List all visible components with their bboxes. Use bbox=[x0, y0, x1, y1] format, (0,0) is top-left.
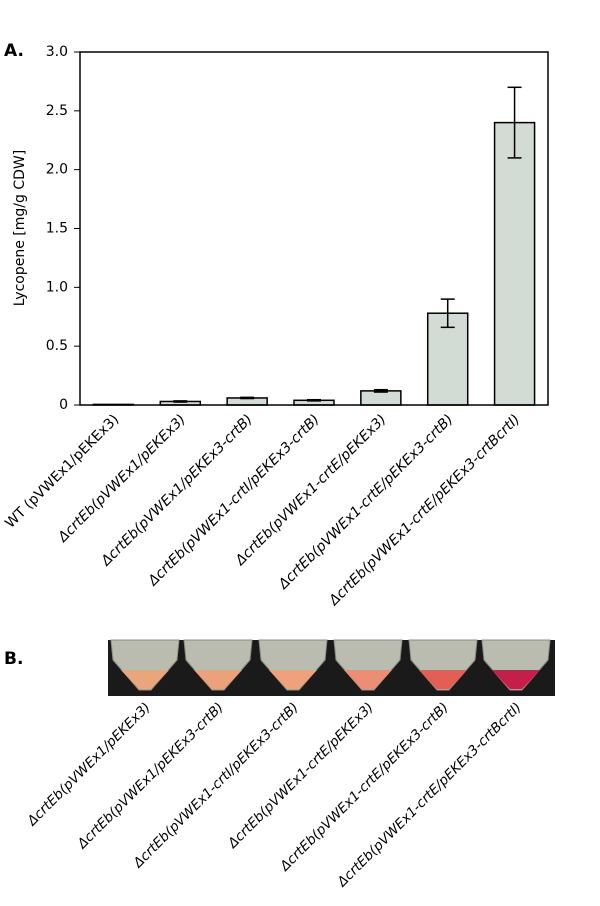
tube bbox=[333, 639, 403, 691]
y-tick-label: 3.0 bbox=[46, 44, 68, 60]
panel-label: B. bbox=[4, 649, 23, 669]
bar bbox=[493, 121, 536, 406]
panel-label: A. bbox=[4, 41, 24, 61]
tube bbox=[110, 639, 180, 691]
y-tick-label: 0.5 bbox=[46, 338, 68, 354]
y-tick-label: 2.5 bbox=[46, 103, 68, 119]
tube-liquid bbox=[492, 670, 540, 689]
photo-label: ΔcrtEb(pVWEx1-crtE/pEKEx3) bbox=[224, 700, 377, 853]
tube-photo bbox=[108, 639, 555, 696]
tube bbox=[481, 639, 551, 691]
x-tick-label: ΔcrtEb(pVWEx1/pEKEx3) bbox=[55, 412, 189, 546]
y-tick-label: 0 bbox=[59, 397, 68, 413]
tube-liquid bbox=[121, 670, 169, 689]
bar bbox=[360, 390, 402, 406]
photo-label: ΔcrtEb(pVWEx1/pEKEx3) bbox=[24, 700, 154, 830]
y-tick-label: 1.5 bbox=[46, 221, 68, 237]
plot-frame bbox=[79, 51, 549, 406]
error-bar bbox=[307, 398, 321, 402]
error-bar bbox=[173, 400, 188, 403]
tube-liquid bbox=[344, 670, 392, 689]
tube bbox=[183, 639, 253, 691]
photo-label: ΔcrtEb(pVWEx1/pEKEx3-crtB) bbox=[74, 700, 227, 853]
photo-background bbox=[108, 640, 555, 696]
tube bbox=[258, 639, 328, 691]
x-tick-label: WT (pVWEx1/pEKEx3) bbox=[2, 412, 122, 532]
tube-liquid bbox=[194, 670, 242, 689]
tube-liquid bbox=[419, 670, 467, 689]
y-tick-label: 2.0 bbox=[46, 162, 68, 178]
error-bar bbox=[373, 388, 388, 393]
error-bar bbox=[507, 86, 522, 159]
error-bar bbox=[240, 396, 255, 400]
y-axis-label: Lycopene [mg/g CDW] bbox=[12, 150, 28, 306]
tube bbox=[408, 639, 478, 691]
tube-liquid bbox=[269, 670, 317, 689]
error-bar bbox=[440, 298, 455, 329]
photo-label: ΔcrtEb(pVWEx1-crtI/pEKEx3-crtB) bbox=[130, 700, 302, 872]
y-tick-label: 1.0 bbox=[46, 279, 68, 295]
